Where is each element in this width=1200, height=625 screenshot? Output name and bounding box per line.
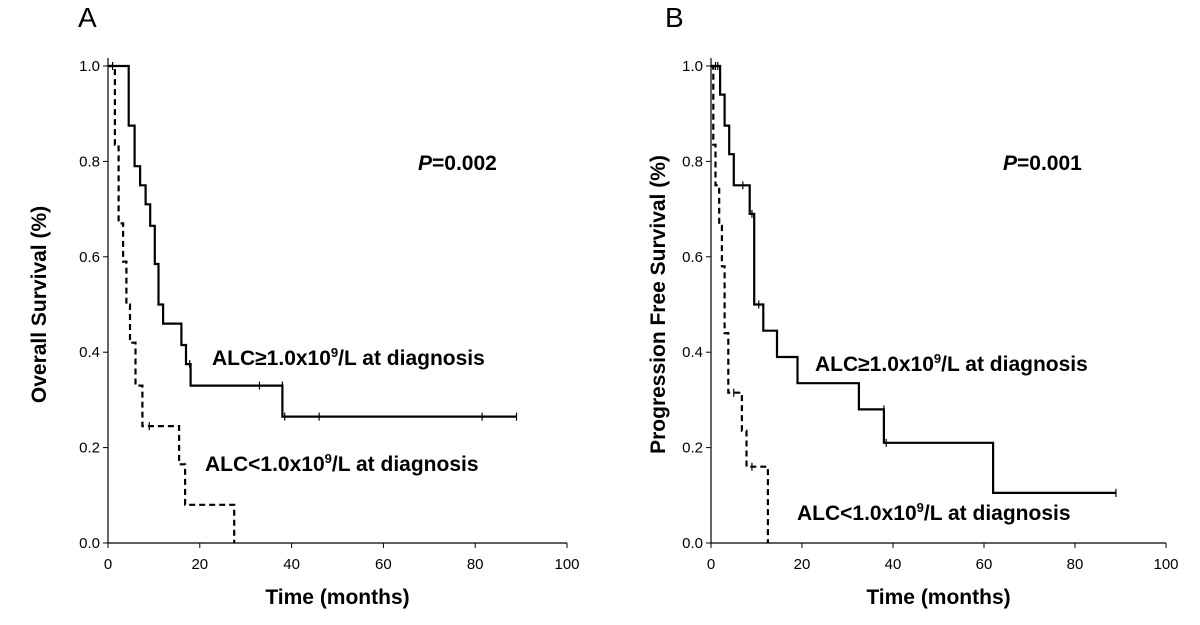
x-tick-label: 60 — [976, 556, 993, 573]
curve-label-pre: ALC≥1.0x10 — [815, 353, 934, 376]
x-tick-label: 20 — [794, 556, 811, 573]
chart-panel-1: A 0 20 40 60 80 100 0.0 0.2 0.4 0.6 0.8 1.0 Time (mon… — [28, 2, 580, 609]
series-solid: ALC≥1.0x109/L at diagnosis — [711, 62, 1117, 497]
curve-label-post: /L at diagnosis — [924, 502, 1071, 525]
series-dashed: ALC<1.0x109/L at diagnosis — [108, 62, 479, 543]
y-tick-label: 0.2 — [682, 440, 703, 457]
curve-label-pre: ALC≥1.0x10 — [212, 347, 331, 370]
p-value-symbol: P — [1003, 152, 1018, 175]
curve-label: ALC≥1.0x109/L at diagnosis — [815, 351, 1088, 376]
curve-label: ALC<1.0x109/L at diagnosis — [797, 500, 1071, 525]
curve-label-sup: 9 — [917, 500, 924, 515]
y-tick-label: 0.8 — [682, 153, 703, 170]
y-tick-label: 1.0 — [682, 58, 703, 75]
chart-panel-2: B 0 20 40 60 80 100 0.0 0.2 0.4 0.6 0.8 1.0 Time (mon… — [647, 2, 1179, 609]
y-tick-label: 0.8 — [79, 153, 100, 170]
curve-label-pre: ALC<1.0x10 — [797, 502, 917, 525]
curve-label-post: /L at diagnosis — [332, 453, 479, 476]
x-tick-label: 80 — [1067, 556, 1084, 573]
x-tick-label: 40 — [283, 556, 300, 573]
y-axis-title: Progression Free Survival (%) — [647, 155, 670, 454]
y-tick-label: 0.0 — [79, 535, 100, 552]
x-tick-label: 60 — [375, 556, 392, 573]
series-dashed: ALC<1.0x109/L at diagnosis — [711, 62, 1071, 543]
p-value-number: =0.002 — [432, 152, 497, 175]
x-axis-title: Time (months) — [866, 586, 1010, 609]
x-tick-label: 0 — [707, 556, 715, 573]
survival-curve-solid — [711, 64, 1116, 494]
y-tick-label: 0.4 — [682, 344, 703, 361]
x-tick-label: 100 — [554, 556, 579, 573]
y-axis-title: Overall Survival (%) — [28, 206, 51, 403]
x-tick-label: 40 — [885, 556, 902, 573]
curve-label-post: /L at diagnosis — [338, 347, 485, 370]
panel-letter: B — [665, 2, 684, 33]
curve-label: ALC≥1.0x109/L at diagnosis — [212, 345, 485, 370]
p-value: P=0.001 — [1003, 152, 1082, 175]
curve-label-post: /L at diagnosis — [941, 353, 1088, 376]
x-tick-label: 80 — [467, 556, 484, 573]
y-tick-label: 0.0 — [682, 535, 703, 552]
curve-label-sup: 9 — [934, 351, 941, 366]
y-tick-label: 0.6 — [79, 249, 100, 266]
panel-letter: A — [78, 2, 97, 33]
curve-label-sup: 9 — [325, 451, 332, 466]
x-axis-title: Time (months) — [265, 586, 409, 609]
x-tick-label: 20 — [191, 556, 208, 573]
y-tick-label: 0.4 — [79, 344, 100, 361]
curve-label-sup: 9 — [331, 345, 338, 360]
curve-label-pre: ALC<1.0x10 — [205, 453, 325, 476]
x-tick-label: 100 — [1153, 556, 1178, 573]
x-tick-label: 0 — [104, 556, 112, 573]
p-value-symbol: P — [418, 152, 433, 175]
series-solid: ALC≥1.0x109/L at diagnosis — [108, 64, 518, 421]
p-value-number: =0.001 — [1017, 152, 1082, 175]
y-tick-label: 0.6 — [682, 249, 703, 266]
survival-curve-dashed — [711, 64, 769, 543]
curve-label: ALC<1.0x109/L at diagnosis — [205, 451, 479, 476]
p-value: P=0.002 — [418, 152, 497, 175]
y-tick-label: 0.2 — [79, 440, 100, 457]
y-tick-label: 1.0 — [79, 58, 100, 75]
survival-curve-dashed — [108, 64, 236, 543]
